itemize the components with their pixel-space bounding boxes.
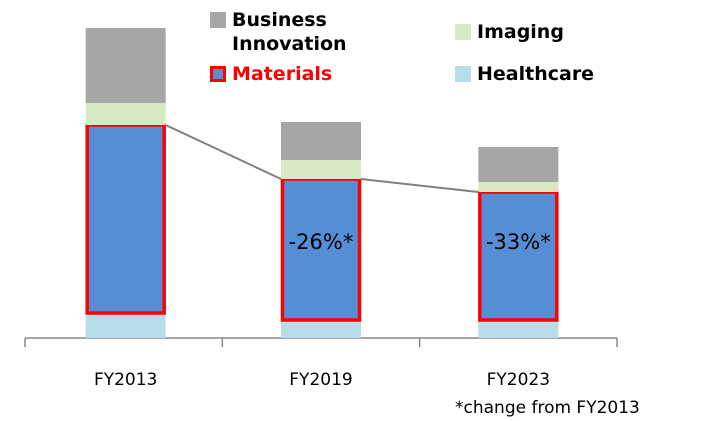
bar-segment [478,147,559,182]
legend-swatch [210,66,226,82]
legend-swatch [455,66,471,82]
bar-segment [478,190,559,322]
legend-item: Business Innovation [210,8,372,56]
legend-item: Imaging [455,20,617,44]
connector [165,124,282,180]
bar-segment [85,123,166,315]
annotation: -26%* [289,230,354,254]
bar-segment [281,320,361,338]
x-tick-label: FY2013 [94,370,157,390]
legend-item: Materials [210,62,372,86]
legend-label: Imaging [477,21,564,43]
x-tick-label: FY2019 [289,370,352,390]
bar-segment [478,320,559,338]
legend-label: Business Innovation [232,9,347,55]
bar-segment [85,103,166,125]
bar-segment [85,28,166,103]
bar-segment [280,177,362,322]
bar-segment [85,313,166,338]
legend-swatch [210,12,226,28]
bar-segment [478,182,559,192]
bar-segment [281,122,361,160]
legend-label: Materials [232,63,333,85]
x-tick-label: FY2023 [487,370,550,390]
footnote: *change from FY2013 [455,398,640,418]
legend-label: Healthcare [477,63,595,85]
legend-item: Healthcare [455,62,617,86]
legend-swatch [455,24,471,40]
annotation: -33%* [486,230,551,254]
bar-segment [281,160,361,179]
connector [360,178,479,193]
